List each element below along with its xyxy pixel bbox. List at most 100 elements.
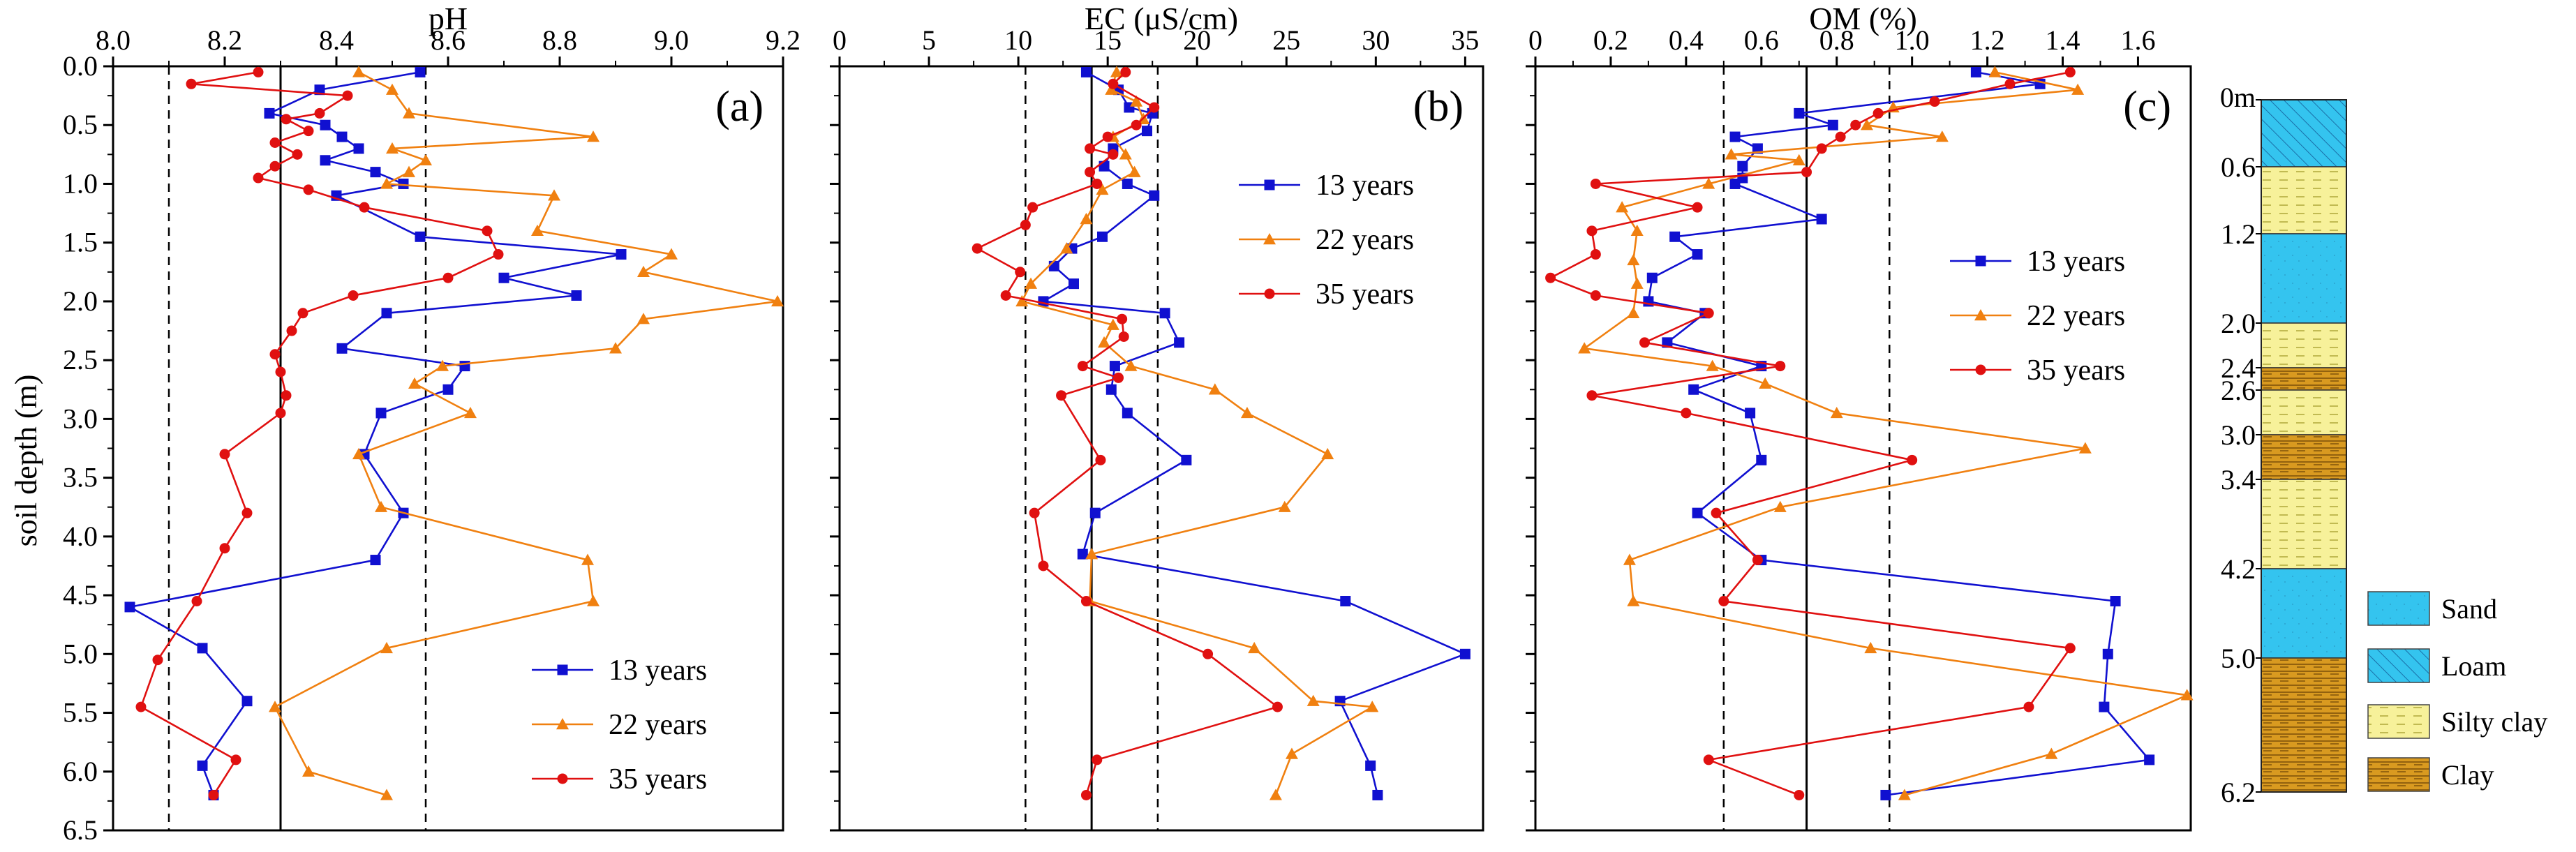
triangle-marker bbox=[380, 641, 393, 654]
triangle-marker bbox=[1106, 318, 1119, 330]
lithology-depth-label: 5.0 bbox=[2221, 643, 2256, 674]
square-marker bbox=[557, 664, 568, 675]
lithology-legend-label: Loam bbox=[2441, 650, 2506, 682]
circle-marker bbox=[1092, 754, 1103, 765]
legend-label: 35 years bbox=[2027, 354, 2125, 387]
circle-marker bbox=[253, 66, 264, 77]
lithology-depth-label: 3.0 bbox=[2221, 419, 2256, 451]
triangle-marker bbox=[1725, 148, 1738, 160]
lithology-depth-label: 2.0 bbox=[2221, 308, 2256, 339]
square-marker bbox=[1692, 249, 1703, 260]
square-marker bbox=[1340, 596, 1351, 606]
lithology-depth-label: 0m bbox=[2220, 82, 2256, 113]
circle-marker bbox=[1015, 267, 1026, 278]
series-13-years bbox=[1038, 66, 1471, 800]
triangle-marker bbox=[1285, 747, 1298, 759]
x-tick-label: 25 bbox=[1272, 24, 1300, 56]
triangle-marker bbox=[609, 342, 622, 354]
square-marker bbox=[124, 601, 135, 613]
circle-marker bbox=[1203, 648, 1214, 659]
circle-marker bbox=[1108, 78, 1119, 89]
circle-marker bbox=[297, 308, 308, 319]
triangle-marker bbox=[1616, 201, 1629, 213]
circle-marker bbox=[303, 126, 314, 137]
lithology-layer bbox=[2261, 99, 2347, 167]
circle-marker bbox=[1038, 560, 1049, 571]
series-line bbox=[1548, 71, 2072, 796]
triangle-marker bbox=[1105, 83, 1118, 95]
square-marker bbox=[1099, 160, 1110, 172]
circle-marker bbox=[342, 90, 353, 101]
square-marker bbox=[336, 343, 348, 354]
lithology-depth-label: 3.4 bbox=[2221, 464, 2256, 495]
series-22-years bbox=[269, 66, 784, 800]
lithology-legend-swatch bbox=[2367, 648, 2430, 683]
square-marker bbox=[353, 143, 364, 154]
circle-marker bbox=[1801, 167, 1812, 178]
lithology-layer bbox=[2261, 434, 2347, 480]
lithology-layer bbox=[2261, 166, 2347, 234]
triangle-marker bbox=[375, 500, 387, 512]
chart-panels: pH 8.0 8.2 8.4 8.6 8.8 9.0 9.2 0.0 0.5 1.0 1.5 2.0 2.… bbox=[63, 1, 2194, 846]
square-marker bbox=[197, 643, 208, 654]
square-marker bbox=[2110, 596, 2121, 606]
triangle-marker bbox=[1119, 148, 1132, 160]
circle-marker bbox=[482, 225, 493, 237]
circle-marker bbox=[1113, 372, 1124, 383]
x-tick-label: 1.2 bbox=[1970, 24, 2005, 56]
triangle-marker bbox=[1627, 253, 1640, 266]
circle-marker bbox=[1029, 507, 1040, 518]
triangle-marker bbox=[587, 595, 600, 606]
square-marker bbox=[1880, 789, 1891, 800]
circle-marker bbox=[1590, 249, 1601, 260]
circle-marker bbox=[1681, 408, 1692, 419]
y-tick-label: 4.0 bbox=[63, 521, 98, 552]
triangle-marker bbox=[1860, 119, 1873, 130]
triangle-marker bbox=[581, 553, 594, 565]
legend-label: 35 years bbox=[609, 763, 707, 795]
square-marker bbox=[1745, 408, 1756, 419]
square-marker bbox=[1105, 384, 1117, 395]
triangle-marker bbox=[1627, 306, 1640, 318]
legend: 13 years 22 years 35 years bbox=[532, 655, 707, 795]
circle-marker bbox=[1272, 701, 1283, 712]
panel-a: pH 8.0 8.2 8.4 8.6 8.8 9.0 9.2 0.0 0.5 1.0 1.5 2.0 2.… bbox=[63, 1, 801, 846]
lithology-depth-label: 1.2 bbox=[2221, 218, 2256, 250]
circle-marker bbox=[1850, 119, 1861, 130]
circle-marker bbox=[1775, 361, 1786, 372]
x-tick-label: 0.8 bbox=[1819, 24, 1854, 56]
triangle-marker bbox=[1630, 224, 1644, 237]
y-tick-label: 0.5 bbox=[63, 109, 98, 140]
triangle-marker bbox=[269, 701, 281, 712]
circle-marker bbox=[281, 114, 292, 125]
circle-marker bbox=[269, 137, 281, 148]
triangle-marker bbox=[1792, 154, 1806, 165]
series-35-years bbox=[1545, 66, 2076, 800]
square-marker bbox=[616, 249, 627, 260]
x-tick-label: 0 bbox=[833, 24, 847, 56]
triangle-marker bbox=[1208, 383, 1221, 395]
triangle-marker bbox=[1096, 183, 1109, 195]
square-marker bbox=[336, 131, 348, 142]
circle-marker bbox=[1149, 102, 1160, 113]
triangle-marker bbox=[1248, 641, 1261, 654]
circle-marker bbox=[253, 172, 264, 184]
lithology-column: 0m 0.6 1.2 2.0 2.42.6 3.0 3.4 4.2 5.0 6.2 Sand Loam… bbox=[2220, 82, 2547, 808]
panel-c: OM (%) 0 0.2 0.4 0.6 0.8 1.0 1.2 1.4 1.6 (c) 13 yea… bbox=[1526, 1, 2194, 832]
legend-label: 35 years bbox=[1316, 278, 1414, 311]
square-marker bbox=[1729, 178, 1741, 189]
circle-marker bbox=[1056, 390, 1067, 401]
triangle-marker bbox=[464, 406, 477, 419]
circle-marker bbox=[1590, 178, 1601, 189]
series-35-years bbox=[135, 66, 504, 800]
lithology-frame bbox=[2261, 99, 2347, 793]
circle-marker bbox=[1102, 131, 1113, 142]
circle-marker bbox=[1590, 290, 1601, 301]
triangle-marker bbox=[1706, 359, 1719, 371]
circle-marker bbox=[1027, 202, 1038, 213]
lithology-depth-label: 2.4 bbox=[2221, 352, 2256, 384]
triangle-marker bbox=[1988, 66, 2002, 77]
circle-marker bbox=[1907, 454, 1918, 465]
circle-marker bbox=[275, 366, 286, 378]
